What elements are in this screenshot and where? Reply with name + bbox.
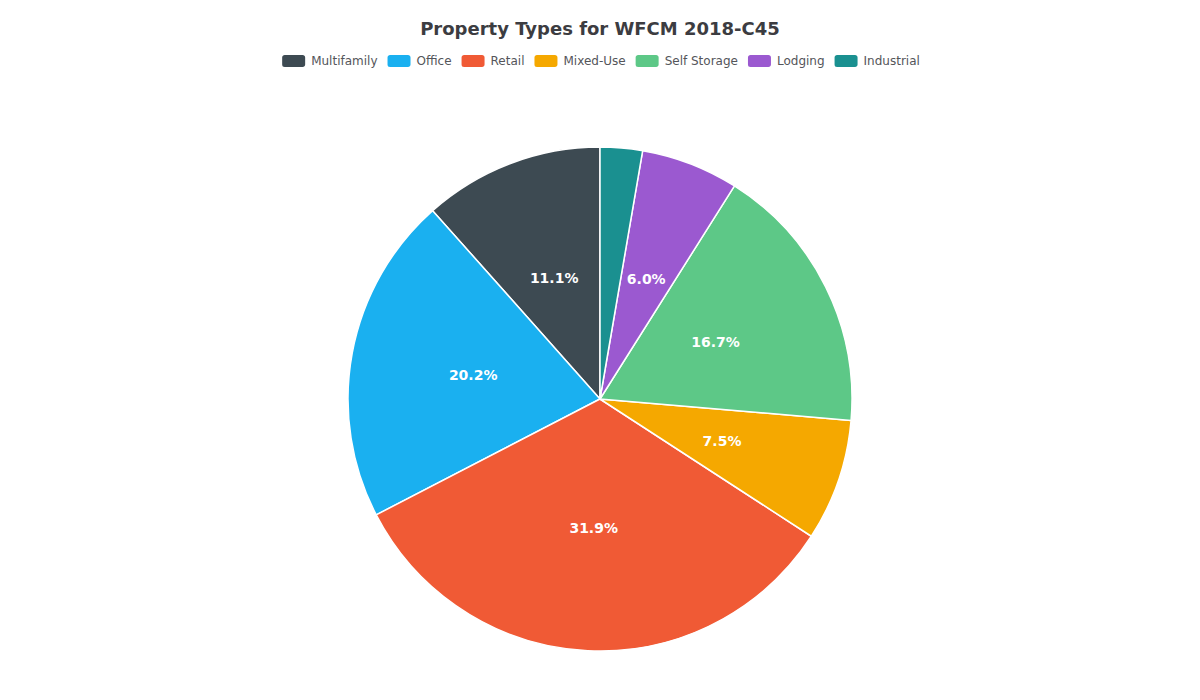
svg-text:31.9%: 31.9% (569, 520, 618, 536)
svg-text:Office: Office (417, 54, 452, 68)
svg-text:16.7%: 16.7% (691, 334, 740, 350)
svg-text:Retail: Retail (491, 54, 525, 68)
svg-text:11.1%: 11.1% (530, 270, 579, 286)
svg-text:Lodging: Lodging (777, 54, 825, 68)
svg-text:Mixed-Use: Mixed-Use (563, 54, 625, 68)
svg-text:20.2%: 20.2% (449, 367, 498, 383)
svg-text:7.5%: 7.5% (703, 433, 742, 449)
svg-text:Property Types for WFCM 2018-C: Property Types for WFCM 2018-C45 (420, 18, 780, 39)
svg-text:Multifamily: Multifamily (311, 54, 377, 68)
svg-text:6.0%: 6.0% (627, 271, 666, 287)
svg-text:Self Storage: Self Storage (665, 54, 738, 68)
svg-text:Industrial: Industrial (864, 54, 920, 68)
